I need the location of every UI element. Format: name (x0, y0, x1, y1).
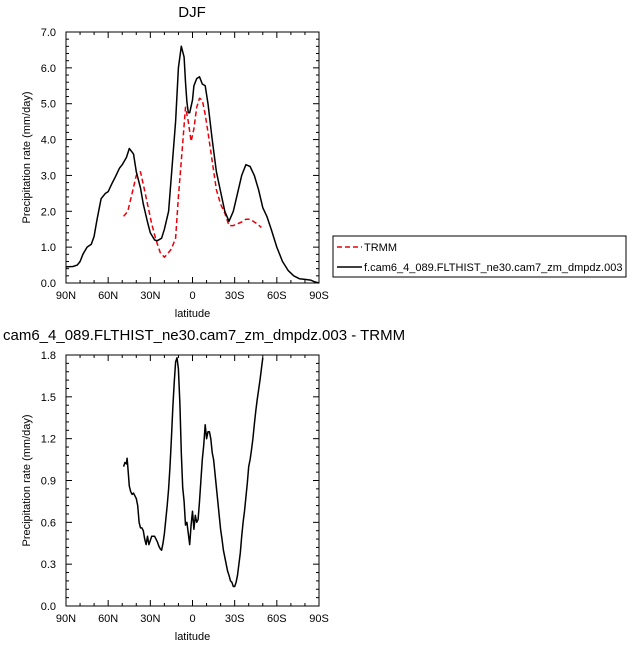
y-tick-label: 1.2 (41, 434, 56, 446)
chart-title: DJF (178, 4, 206, 21)
plot-lines (122, 357, 264, 588)
y-axis-label: Precipitation rate (mm/day) (21, 414, 33, 546)
x-tick-label: 30S (225, 290, 245, 302)
y-tick-label: 3.0 (41, 170, 56, 182)
x-tick-label: 60N (98, 290, 118, 302)
y-tick-label: 5.0 (41, 99, 56, 111)
x-tick-label: 60S (267, 290, 287, 302)
series-line-f-cam6-4-089-flthist-ne30-cam7-zm-dmpdz-003 (65, 45, 320, 284)
y-tick-label: 0.0 (41, 601, 56, 613)
axis-ticks: 90N 60N 30N 0 30S 60S 90S 0.0 0.3 0.6 0.9 1.2 1.5 1.8 (41, 350, 329, 625)
y-tick-label: 7.0 (41, 27, 56, 39)
y-tick-label: 1.5 (41, 392, 56, 404)
legend-label-trmm: TRMM (364, 242, 397, 254)
y-tick-label: 0.9 (41, 476, 56, 488)
axis-ticks: 90N 60N 30N 0 30S 60S 90S 0.0 1.0 2.0 3.0 4.0 5.0 6.0… (41, 27, 329, 302)
x-tick-label: 60N (98, 613, 118, 625)
y-tick-label: 6.0 (41, 63, 56, 75)
y-tick-label: 0.3 (41, 559, 56, 571)
x-axis-label: latitude (175, 631, 210, 643)
chart-title: cam6_4_089.FLTHIST_ne30.cam7_zm_dmpdz.00… (3, 327, 405, 344)
y-tick-label: 1.8 (41, 350, 56, 362)
legend-box (332, 235, 627, 278)
series-line-trmm (123, 97, 262, 258)
x-tick-label: 30N (140, 613, 160, 625)
y-tick-label: 2.0 (41, 206, 56, 218)
x-tick-label: 30N (140, 290, 160, 302)
plot-lines (65, 45, 320, 284)
legend-label-model: f.cam6_4_089.FLTHIST_ne30.cam7_zm_dmpdz.… (364, 262, 622, 274)
y-tick-label: 4.0 (41, 135, 56, 147)
chart-difference: cam6_4_089.FLTHIST_ne30.cam7_zm_dmpdz.00… (3, 327, 405, 643)
y-tick-label: 0.0 (41, 278, 56, 290)
y-tick-label: 0.6 (41, 517, 56, 529)
x-tick-label: 90S (309, 613, 329, 625)
x-axis-label: latitude (175, 308, 210, 320)
x-tick-label: 30S (225, 613, 245, 625)
x-tick-label: 90N (56, 613, 76, 625)
y-tick-label: 1.0 (41, 242, 56, 254)
x-tick-label: 0 (189, 613, 195, 625)
y-axis-label: Precipitation rate (mm/day) (21, 91, 33, 223)
series-line-difference (122, 357, 264, 588)
plot-frame (65, 354, 320, 607)
x-tick-label: 90N (56, 290, 76, 302)
x-tick-label: 90S (309, 290, 329, 302)
plot-frame (65, 31, 320, 284)
x-tick-label: 0 (189, 290, 195, 302)
x-tick-label: 60S (267, 613, 287, 625)
chart-djf: DJF Precipitation rate (mm/day) latitude… (21, 4, 329, 320)
legend: TRMM f.cam6_4_089.FLTHIST_ne30.cam7_zm_d… (332, 235, 627, 278)
